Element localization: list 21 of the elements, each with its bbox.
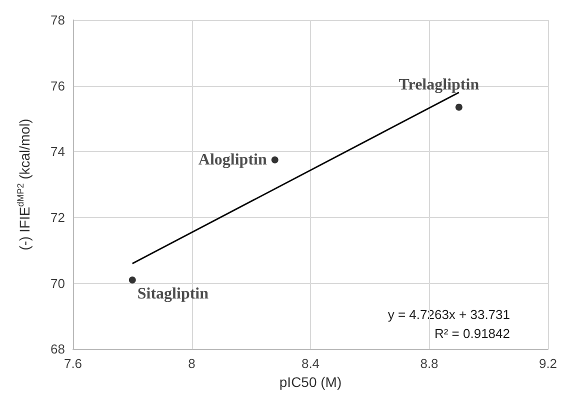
x-tick-label: 9.2 (538, 356, 558, 372)
point (455, 104, 462, 111)
y-axis-title: (-) IFIEdMP2 (kcal/mol) (16, 118, 32, 250)
y-tick-label: 68 (50, 342, 65, 357)
y-tick-label: 70 (50, 276, 65, 291)
x-axis-title: pIC50 (M) (279, 374, 342, 390)
annotation: R² = 0.91842 (434, 326, 510, 341)
y-tick-label: 74 (50, 144, 65, 160)
x-tick-label: 8.8 (420, 356, 438, 372)
x-tick-label: 8.4 (301, 356, 320, 372)
annotation: Sitagliptin (137, 285, 209, 302)
annotation: Trelagliptin (398, 76, 480, 94)
y-tick-label: 76 (50, 78, 65, 94)
point (271, 156, 278, 164)
x-tick-label: 7.6 (64, 356, 82, 372)
point (128, 276, 136, 284)
annotation: Alogliptin (198, 151, 267, 168)
annotation: y = 4.7263x + 33.731 (388, 307, 510, 322)
x-tick-label: 8 (188, 356, 196, 372)
y-tick-label: 72 (50, 210, 65, 225)
y-tick-label: 78 (50, 12, 65, 28)
